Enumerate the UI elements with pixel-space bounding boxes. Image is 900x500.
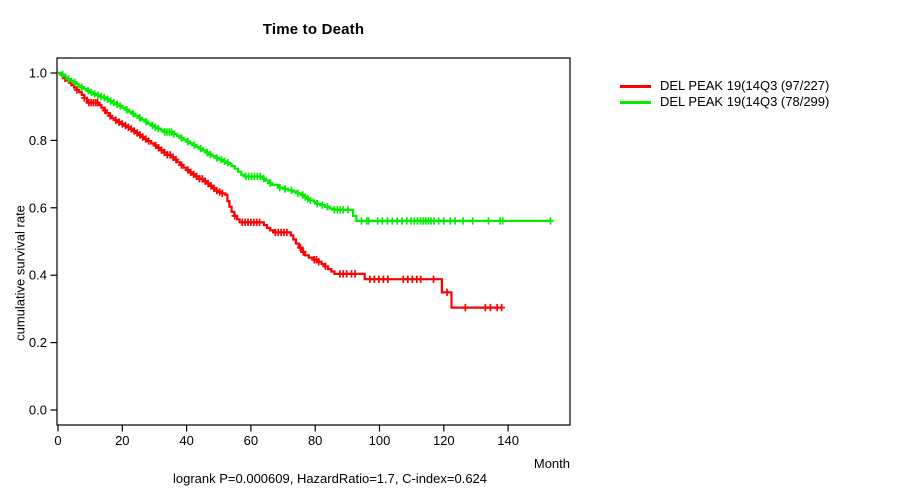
x-tick-label: 60 xyxy=(244,433,258,448)
legend-label-green: DEL PEAK 19(14Q3 (78/299) xyxy=(660,94,830,109)
legend-item-red: DEL PEAK 19(14Q3 (97/227) xyxy=(620,78,829,94)
stats-annotation: logrank P=0.000609, HazardRatio=1.7, C-i… xyxy=(172,471,488,486)
x-tick-label: 140 xyxy=(497,433,519,448)
y-tick-label: 0.4 xyxy=(29,268,47,283)
y-tick-label: 0.8 xyxy=(29,133,47,148)
plot-box xyxy=(56,57,571,426)
y-tick-label: 1.0 xyxy=(29,66,47,81)
chart-title: Time to Death xyxy=(262,21,365,38)
y-axis-title: cumulative survival rate xyxy=(12,205,28,341)
x-tick-label: 20 xyxy=(115,433,129,448)
legend-item-green: DEL PEAK 19(14Q3 (78/299) xyxy=(620,94,829,110)
legend-line-green xyxy=(620,100,651,104)
x-tick-label: 100 xyxy=(369,433,391,448)
legend: DEL PEAK 19(14Q3 (97/227) DEL PEAK 19(14… xyxy=(620,78,829,110)
x-tick-label: 40 xyxy=(179,433,193,448)
x-tick-label: 80 xyxy=(308,433,322,448)
legend-label-red: DEL PEAK 19(14Q3 (97/227) xyxy=(660,78,830,93)
y-tick-label: 0.0 xyxy=(29,403,47,418)
legend-line-red xyxy=(620,84,651,88)
x-axis-title: Month xyxy=(533,456,570,471)
x-tick-label: 0 xyxy=(54,433,61,448)
y-tick-label: 0.2 xyxy=(29,335,47,350)
y-tick-label: 0.6 xyxy=(29,200,47,215)
x-tick-label: 120 xyxy=(433,433,455,448)
